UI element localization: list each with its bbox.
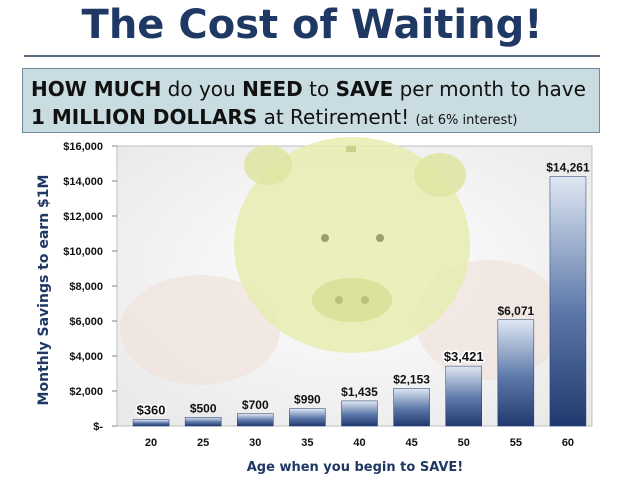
banner-line-1-segment: per month to have [393, 77, 586, 101]
page-title: The Cost of Waiting! [81, 2, 543, 48]
banner-line-2: 1 MILLION DOLLARS at Retirement! (at 6% … [31, 103, 599, 135]
bar-value-label: $14,261 [546, 160, 590, 174]
banner-line-2-segment: 1 MILLION DOLLARS [31, 105, 258, 129]
x-axis-ticks: 20 25 30 35 40 45 50 55 60 [145, 437, 574, 449]
bar-age-60 [549, 176, 587, 427]
piggy-nostril-left [335, 296, 343, 304]
piggy-left-ear-shape [244, 145, 292, 185]
y-tick-label: $2,000 [69, 386, 103, 398]
piggy-right-ear-shape [414, 153, 466, 197]
bar-value-label: $3,421 [444, 349, 484, 364]
left-hand-shape [120, 275, 280, 385]
title-divider [24, 55, 600, 57]
piggy-snout-shape [312, 278, 392, 322]
x-tick-label: 55 [510, 437, 522, 449]
x-tick-label: 20 [145, 437, 157, 449]
bar-age-20 [132, 419, 170, 427]
x-tick-label: 35 [301, 437, 313, 449]
bar-age-55 [497, 319, 535, 427]
y-axis-label: Monthly Savings to earn $1M [36, 175, 52, 406]
banner-line-2-segment: at Retirement! [257, 105, 416, 129]
bar-value-label: $360 [137, 403, 166, 418]
banner-line-1-segment: HOW MUCH [31, 77, 162, 101]
y-tick-label: $4,000 [69, 351, 103, 363]
bar-value-label: $1,435 [341, 385, 378, 399]
piggy-coin-slot [346, 146, 356, 152]
bars: $360 $500 $700 $990 $1,435 $2,153 $3,421 $6,071… [132, 160, 590, 427]
bar-value-label: $990 [294, 393, 321, 407]
x-tick-label: 45 [405, 437, 417, 449]
y-tick-label: $16,000 [63, 141, 103, 153]
headline-banner: HOW MUCH do you NEED to SAVE per month t… [22, 68, 600, 133]
bar-value-label: $6,071 [497, 304, 534, 318]
y-tick-label: $8,000 [69, 281, 103, 293]
banner-line-1-segment: do you [161, 77, 243, 101]
bar-age-30 [237, 413, 274, 427]
y-tick-label: $- [93, 421, 103, 433]
bar-age-35 [289, 408, 326, 427]
banner-line-1-segment: NEED [242, 77, 303, 101]
piggy-eye-left [321, 234, 329, 242]
y-tick-label: $12,000 [63, 211, 103, 223]
y-tick-label: $6,000 [69, 316, 103, 328]
bar-age-25 [184, 417, 222, 427]
piggy-eye-right [376, 234, 384, 242]
bar-value-label: $700 [242, 398, 269, 412]
bar-age-45 [393, 388, 430, 427]
y-tick-label: $14,000 [63, 176, 103, 188]
bar-value-label: $500 [190, 401, 217, 415]
x-tick-label: 50 [458, 437, 470, 449]
x-axis-label: Age when you begin to SAVE! [247, 460, 464, 475]
x-tick-label: 30 [249, 437, 261, 449]
piggy-nostril-right [361, 296, 369, 304]
y-axis-ticks: $16,000 $14,000 $12,000 $10,000 $8,000 $6,000… [63, 141, 117, 433]
x-tick-label: 40 [353, 437, 365, 449]
banner-line-1-segment: to [302, 77, 336, 101]
banner-line-1: HOW MUCH do you NEED to SAVE per month t… [31, 75, 599, 103]
banner-line-1-segment: SAVE [335, 77, 394, 101]
x-tick-label: 60 [562, 437, 574, 449]
piggy-body-shape [234, 137, 470, 353]
bar-age-50 [445, 365, 482, 427]
interest-note: (at 6% interest) [415, 113, 518, 128]
bar-age-40 [341, 400, 378, 427]
x-tick-label: 25 [197, 437, 209, 449]
bar-value-label: $2,153 [393, 372, 430, 386]
piggy-bank-background-image [120, 137, 565, 385]
y-tick-label: $10,000 [63, 246, 103, 258]
